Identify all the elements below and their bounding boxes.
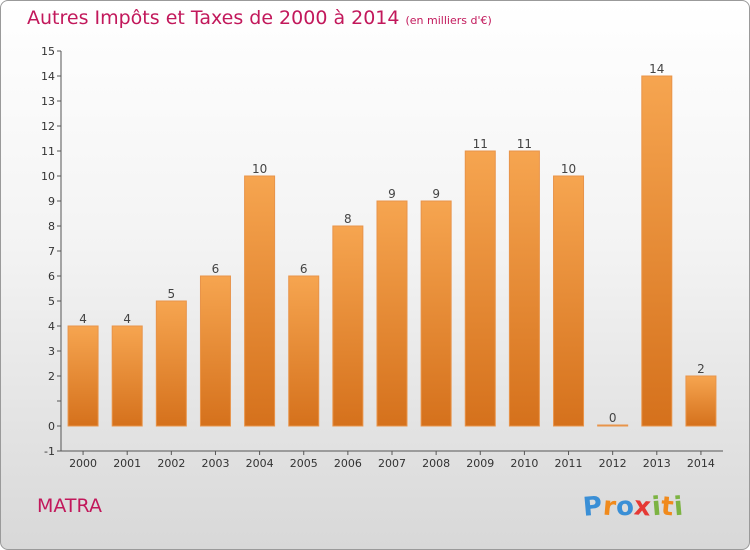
logo-letter: P xyxy=(581,491,604,523)
y-tick-label: 11 xyxy=(41,145,55,158)
data-label: 6 xyxy=(212,262,220,276)
data-label: 11 xyxy=(517,137,532,151)
bar xyxy=(244,175,276,427)
bar-series: 4 4 5 6 10 6 8 9 9 11 11 10 0 14 2 xyxy=(67,62,717,427)
chart-axes: -1 0 2 3 4 5 6 7 8 9 10 11 12 13 14 15 2000 2001 2002 2003 2… xyxy=(41,45,723,470)
x-tick-label: 2003 xyxy=(201,457,229,470)
y-tick-label: 10 xyxy=(41,170,55,183)
bar xyxy=(597,424,629,427)
x-tick-label: 2001 xyxy=(113,457,141,470)
y-tick-label: 3 xyxy=(48,345,55,358)
bar xyxy=(199,275,231,427)
logo-letter: i xyxy=(672,491,685,523)
data-label: 9 xyxy=(388,187,396,201)
data-label: 10 xyxy=(561,162,576,176)
bar xyxy=(464,150,496,427)
x-tick-label: 2013 xyxy=(643,457,671,470)
y-tick-label: 4 xyxy=(48,320,55,333)
x-tick-label: 2012 xyxy=(599,457,627,470)
y-tick-label: 5 xyxy=(48,295,55,308)
data-label: 4 xyxy=(79,312,87,326)
y-tick-label: 13 xyxy=(41,95,55,108)
bar xyxy=(420,200,452,427)
data-label: 4 xyxy=(123,312,131,326)
bar xyxy=(288,275,320,427)
y-tick-label: 6 xyxy=(48,270,55,283)
bar xyxy=(685,375,717,427)
x-tick-label: 2010 xyxy=(510,457,538,470)
proxiti-logo: Proxiti xyxy=(581,491,685,523)
chart-title: Autres Impôts et Taxes de 2000 à 2014 (en… xyxy=(27,7,492,29)
data-label: 14 xyxy=(649,62,664,76)
y-tick-label: 8 xyxy=(48,220,55,233)
y-tick-label: -1 xyxy=(44,445,55,458)
data-label: 8 xyxy=(344,212,352,226)
x-tick-label: 2008 xyxy=(422,457,450,470)
x-tick-label: 2014 xyxy=(687,457,715,470)
x-tick-label: 2006 xyxy=(334,457,362,470)
bar xyxy=(553,175,585,427)
x-tick-label: 2000 xyxy=(69,457,97,470)
data-label: 11 xyxy=(473,137,488,151)
logo-letter: x xyxy=(632,491,653,523)
x-tick-label: 2007 xyxy=(378,457,406,470)
y-tick-label: 15 xyxy=(41,45,55,58)
data-label: 2 xyxy=(697,362,705,376)
bar xyxy=(332,225,364,427)
y-tick-label: 0 xyxy=(48,420,55,433)
bar xyxy=(67,325,99,427)
data-label: 10 xyxy=(252,162,267,176)
bar xyxy=(155,300,187,427)
data-label: 9 xyxy=(432,187,440,201)
y-tick-label: 9 xyxy=(48,195,55,208)
x-tick-label: 2009 xyxy=(466,457,494,470)
y-tick-label: 2 xyxy=(48,370,55,383)
title-text: Autres Impôts et Taxes de 2000 à 2014 xyxy=(27,7,400,29)
x-tick-label: 2002 xyxy=(157,457,185,470)
y-tick-label: 14 xyxy=(41,70,55,83)
y-tick-label: 7 xyxy=(48,245,55,258)
commune-name: MATRA xyxy=(37,495,102,517)
data-label: 5 xyxy=(168,287,176,301)
x-tick-label: 2011 xyxy=(555,457,583,470)
data-label: 6 xyxy=(300,262,308,276)
bar xyxy=(376,200,408,427)
y-tick-label: 12 xyxy=(41,120,55,133)
bar xyxy=(508,150,540,427)
title-unit: (en milliers d'€) xyxy=(405,14,492,27)
bar xyxy=(641,75,673,427)
bar xyxy=(111,325,143,427)
x-tick-label: 2005 xyxy=(290,457,318,470)
data-label: 0 xyxy=(609,411,617,425)
x-tick-label: 2004 xyxy=(246,457,274,470)
